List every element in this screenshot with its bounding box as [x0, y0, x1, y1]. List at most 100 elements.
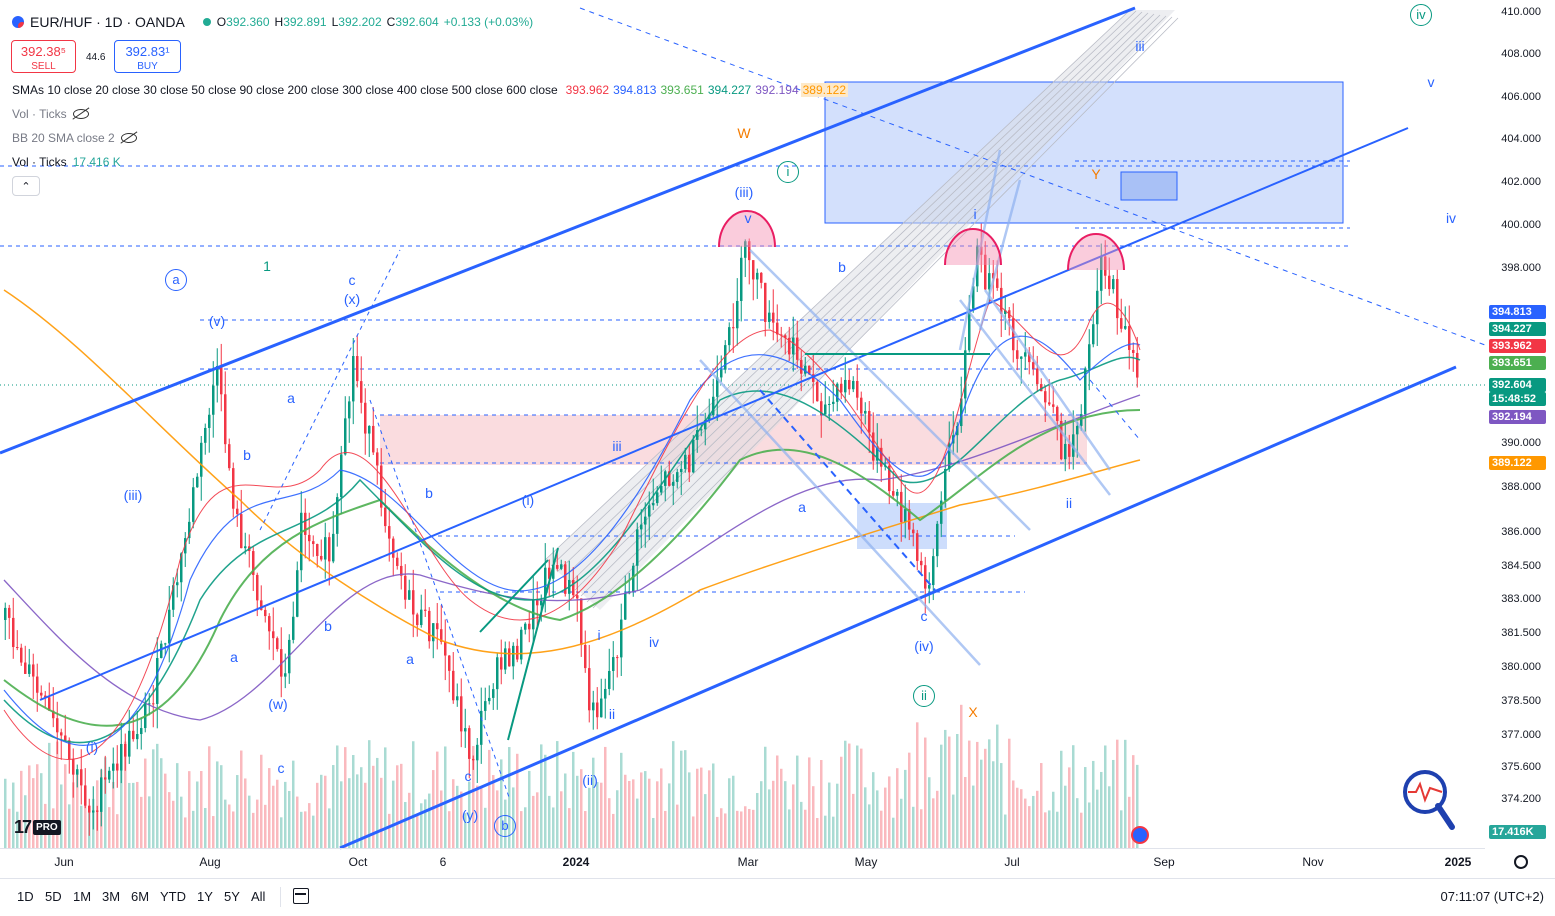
wave-label[interactable]: a: [287, 390, 295, 406]
range-button[interactable]: 3M: [102, 889, 121, 904]
candle-body: [504, 648, 507, 670]
volume-bar: [12, 782, 15, 848]
settings-gear-icon[interactable]: [1514, 855, 1528, 869]
sma-legend[interactable]: SMAs 10 close 20 close 30 close 50 close…: [12, 83, 849, 97]
wave-label[interactable]: i: [777, 161, 799, 183]
wave-label[interactable]: i: [597, 627, 601, 643]
vol-legend[interactable]: Vol · Ticks: [12, 107, 89, 121]
wave-label[interactable]: c: [464, 768, 472, 784]
wave-label[interactable]: ii: [608, 706, 616, 722]
wave-label[interactable]: (ii): [582, 772, 598, 788]
wave-label[interactable]: b: [243, 447, 251, 463]
calendar-icon[interactable]: [293, 888, 309, 904]
wave-label[interactable]: i: [973, 206, 977, 222]
wave-label[interactable]: iv: [648, 634, 660, 650]
wave-label[interactable]: (iii): [734, 184, 754, 200]
wave-label[interactable]: ii: [913, 685, 935, 707]
volume-bar: [244, 778, 247, 848]
volume-bar: [468, 781, 471, 848]
wave-label[interactable]: b: [324, 618, 332, 634]
volume-bar: [152, 749, 155, 848]
volume-bar: [856, 745, 859, 848]
buy-button[interactable]: 392.83¹ BUY: [114, 40, 181, 73]
wave-label[interactable]: Y: [1091, 166, 1101, 182]
wave-label[interactable]: (iv): [914, 638, 934, 654]
wave-label[interactable]: (x): [343, 291, 361, 307]
wave-label[interactable]: (w): [268, 696, 288, 712]
volume-bar: [68, 804, 71, 848]
wave-label[interactable]: W: [737, 125, 751, 141]
wave-label[interactable]: a: [165, 269, 187, 291]
candle-body: [1132, 349, 1135, 353]
range-button[interactable]: All: [251, 889, 266, 904]
timezone-clock[interactable]: 07:11:07 (UTC+2): [1440, 889, 1544, 904]
bb-legend[interactable]: BB 20 SMA close 2: [12, 131, 137, 145]
wave-label[interactable]: v: [1427, 74, 1435, 90]
wave-label[interactable]: (i): [521, 492, 535, 508]
range-button[interactable]: 5Y: [224, 889, 240, 904]
wave-label[interactable]: v: [744, 210, 752, 226]
wave-label[interactable]: (iii): [123, 487, 143, 503]
wave-label[interactable]: iii: [1135, 38, 1145, 54]
wave-label[interactable]: a: [230, 649, 238, 665]
candle-body: [820, 401, 823, 415]
hidden-eye-icon[interactable]: [72, 109, 89, 119]
wave-label[interactable]: (y): [461, 807, 479, 823]
candle-body: [1044, 391, 1047, 403]
wave-label[interactable]: b: [494, 815, 516, 837]
candle-body: [836, 383, 839, 402]
collapse-legend-button[interactable]: ⌃: [12, 176, 40, 196]
volume-bar: [172, 800, 175, 848]
volume-bar: [552, 807, 555, 848]
range-button[interactable]: 1D: [17, 889, 34, 904]
volume-bar: [492, 775, 495, 848]
wave-label[interactable]: X: [968, 704, 978, 720]
range-button[interactable]: 1M: [73, 889, 92, 904]
price-tick: 374.200: [1501, 793, 1541, 805]
volume-bar: [268, 768, 271, 848]
volume-bar: [944, 729, 947, 848]
hidden-eye-icon[interactable]: [120, 133, 137, 143]
sell-button[interactable]: 392.38⁵ SELL: [11, 40, 76, 73]
range-button[interactable]: 5D: [45, 889, 62, 904]
wave-label[interactable]: a: [406, 651, 414, 667]
wave-label[interactable]: 1: [263, 258, 271, 274]
candle-body: [620, 619, 623, 658]
candle-body: [388, 526, 391, 539]
candle-body: [576, 595, 579, 599]
range-button[interactable]: YTD: [160, 889, 186, 904]
volume-bar: [404, 801, 407, 848]
range-button[interactable]: 6M: [131, 889, 150, 904]
candle-body: [220, 366, 223, 395]
wave-label[interactable]: iv: [1410, 4, 1432, 26]
wave-label[interactable]: c: [920, 608, 928, 624]
vol2-legend[interactable]: Vol · Ticks 17.416 K: [12, 155, 121, 169]
candle-body: [24, 662, 27, 674]
wave-label[interactable]: (v): [208, 313, 226, 329]
tradingview-logo[interactable]: 17 PRO: [14, 817, 61, 837]
bottom-toolbar: 1D 5D 1M 3M 6M YTD 1Y 5Y All 07:11:07 (UTC+2): [0, 878, 1555, 916]
wave-label[interactable]: c: [348, 272, 356, 288]
candle-body: [188, 521, 191, 539]
wave-label[interactable]: b: [838, 259, 846, 275]
wave-label[interactable]: iii: [612, 438, 622, 454]
wave-label[interactable]: c: [277, 760, 285, 776]
range-button[interactable]: 1Y: [197, 889, 213, 904]
wave-label[interactable]: iv: [1445, 210, 1457, 226]
candle-body: [588, 668, 591, 711]
wave-label[interactable]: ii: [1065, 495, 1073, 511]
volume-bar: [828, 782, 831, 848]
volume-bar: [736, 810, 739, 848]
pattern-dome: [944, 228, 1002, 266]
candle-body: [476, 744, 479, 761]
sma-values: 393.962 394.813 393.651 394.227 392.194 389.1…: [564, 83, 849, 97]
wave-label[interactable]: a: [798, 499, 806, 515]
symbol-title[interactable]: EUR/HUF · 1D · OANDA: [30, 14, 185, 30]
candle-body: [548, 567, 551, 579]
candle-body: [924, 565, 927, 589]
volume-bar: [456, 785, 459, 848]
wave-label[interactable]: (i): [85, 739, 99, 755]
wave-label[interactable]: b: [425, 485, 433, 501]
